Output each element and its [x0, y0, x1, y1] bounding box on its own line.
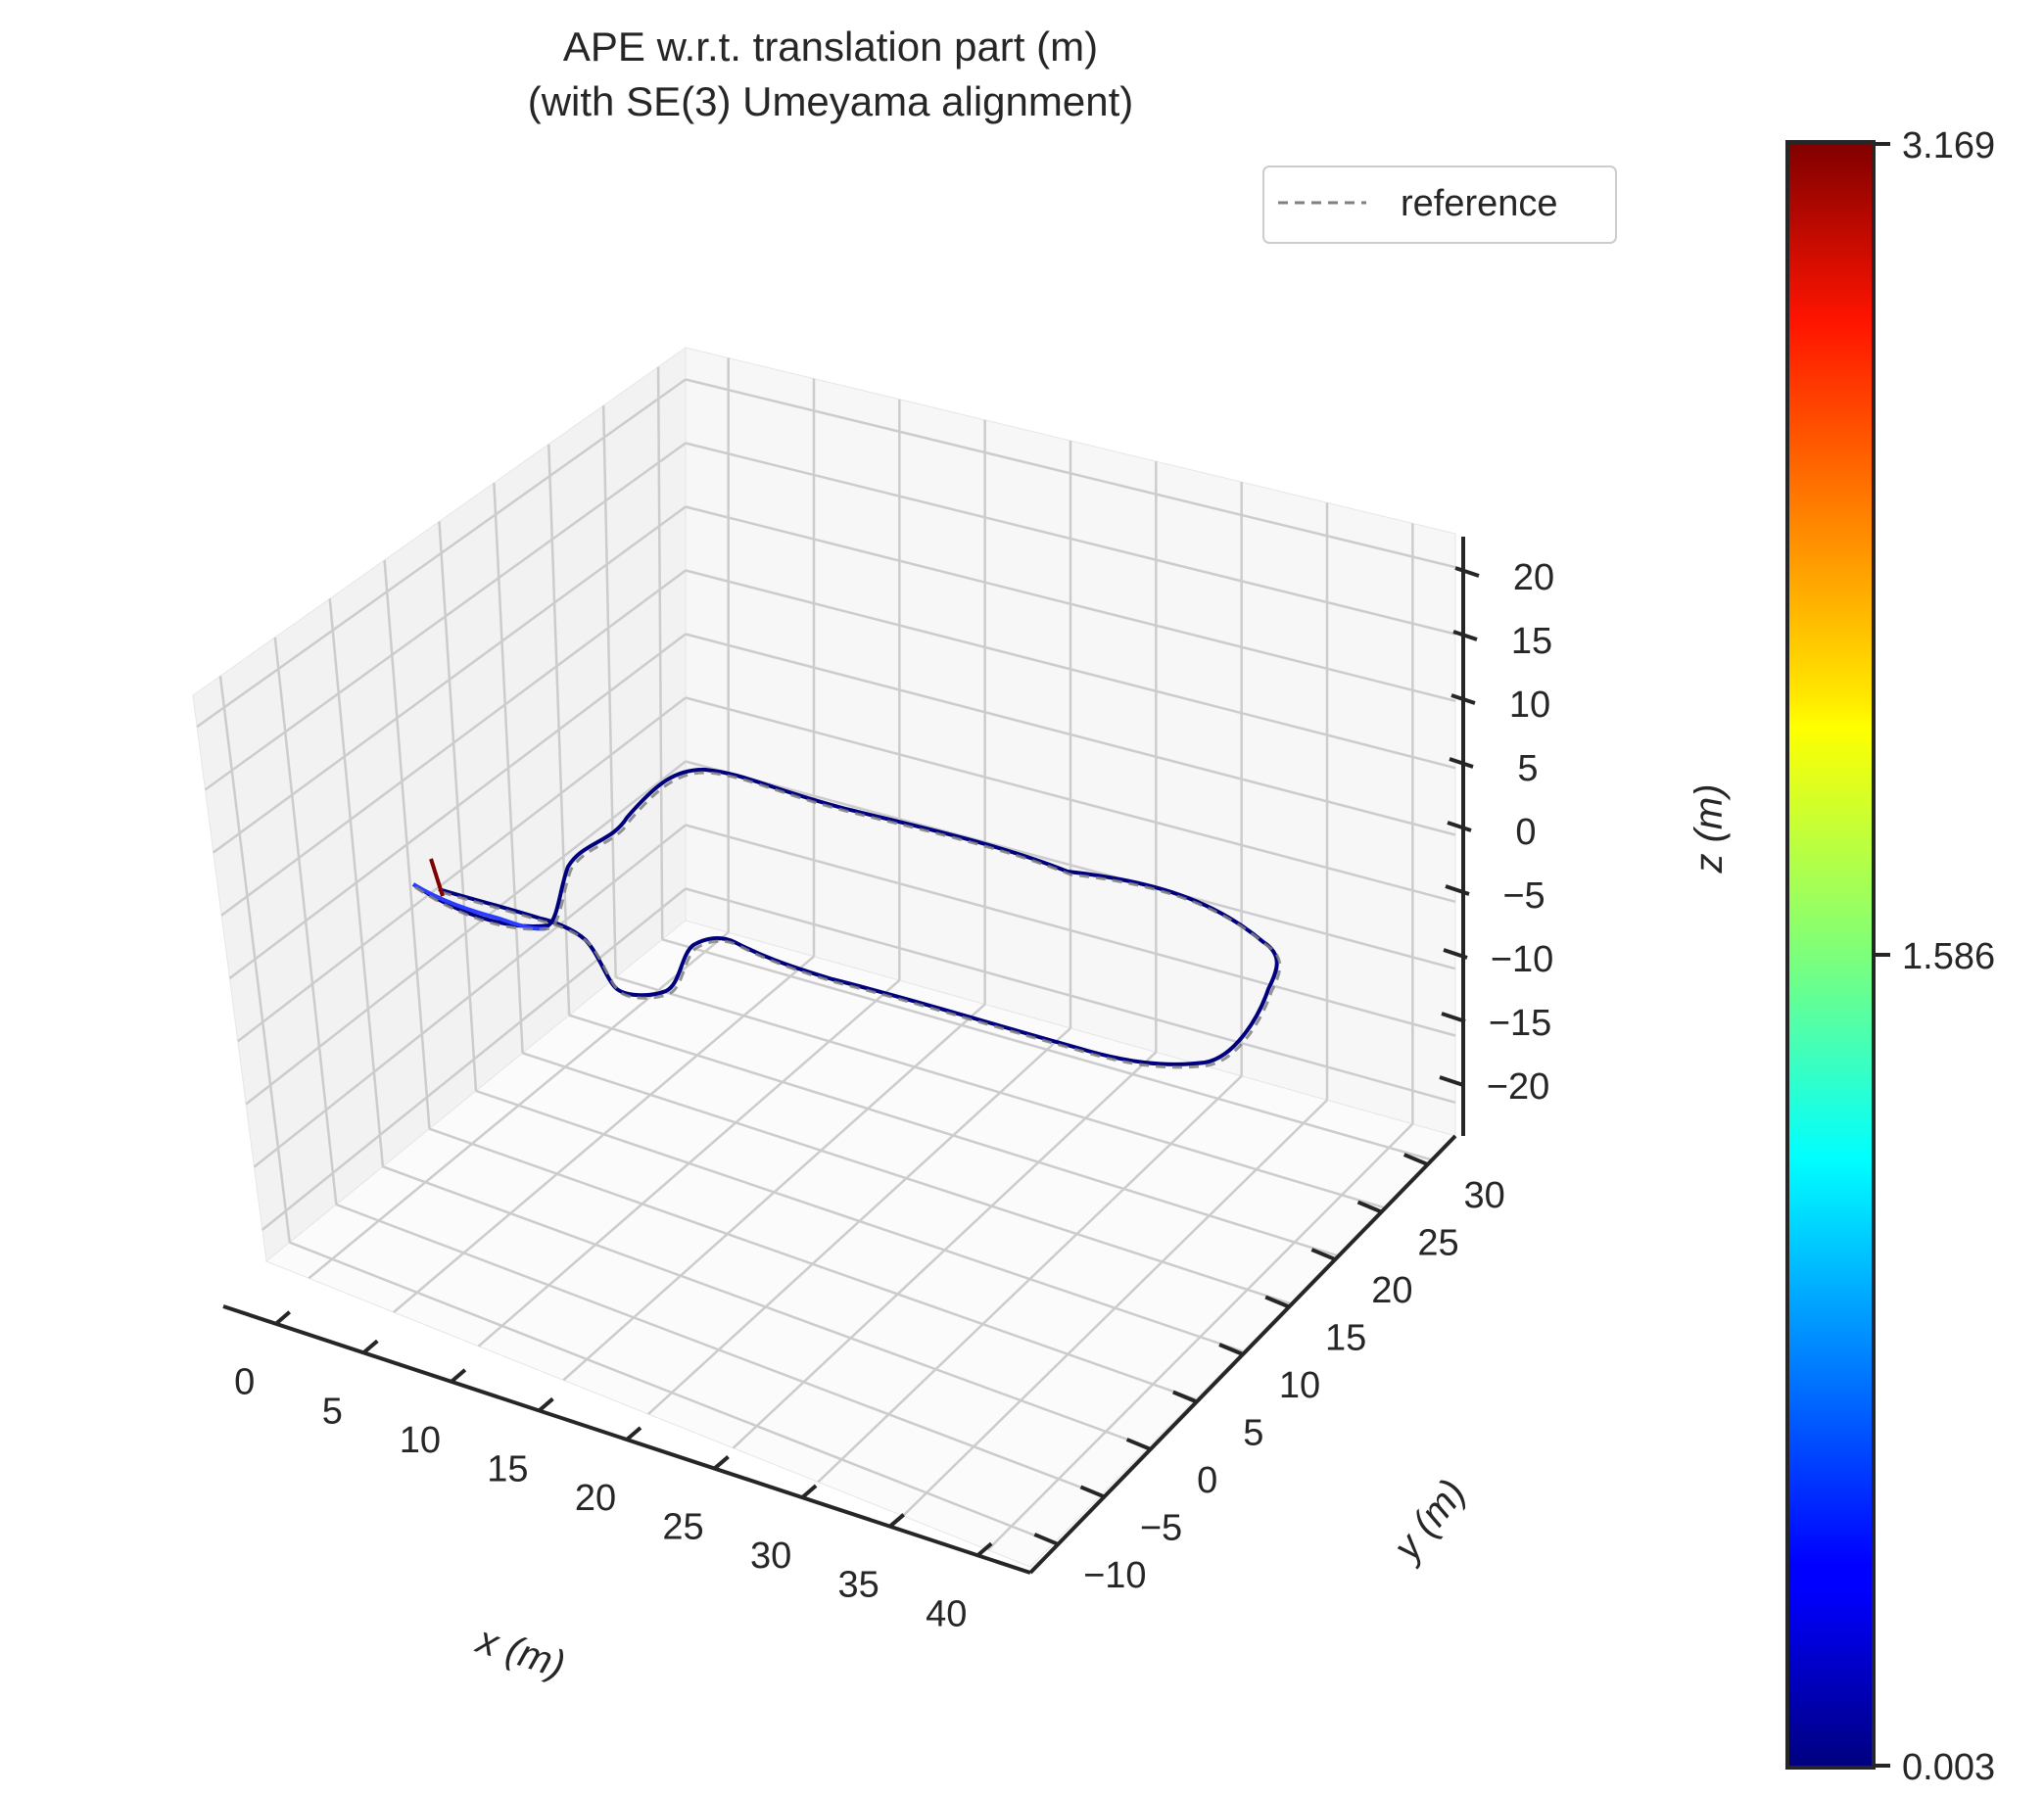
- grid-line-back-z: [685, 378, 1456, 569]
- chart-title-line2: (with SE(3) Umeyama alignment): [528, 78, 1134, 124]
- y-tick-mark: [1218, 1343, 1244, 1356]
- x-tick-mark: [274, 1310, 292, 1326]
- z-tick-label: −20: [1487, 1066, 1549, 1108]
- y-tick-label: 25: [1417, 1223, 1458, 1264]
- grid-line-floor-x: [986, 1122, 1414, 1551]
- x-tick-label: 15: [487, 1448, 528, 1489]
- grid-line-left-y: [656, 366, 664, 940]
- z-tick-mark: [1439, 1075, 1464, 1087]
- z-tick-mark: [1445, 884, 1470, 896]
- x-tick-mark: [538, 1396, 554, 1412]
- z-axis-ticks: 20 15 10 5 0 −5 −10 −15 −20: [1439, 557, 1554, 1108]
- grid-lines: [196, 357, 1456, 1551]
- x-tick-mark: [975, 1541, 993, 1557]
- x-axis-ticks: 0 5 10 15 20 25 30 35 40: [234, 1310, 993, 1634]
- z-tick-label: −5: [1502, 875, 1545, 917]
- z-tick-label: 10: [1509, 685, 1550, 726]
- trajectory-group: [411, 767, 1282, 1069]
- x-tick-label: 20: [575, 1478, 616, 1519]
- reference-trajectory: [414, 771, 1282, 1069]
- grid-line-floor-y: [615, 975, 1386, 1209]
- x-tick-label: 5: [322, 1391, 343, 1432]
- colorbar-tick-label: 1.586: [1902, 936, 1995, 977]
- z-axis-label: z (m): [1687, 783, 1731, 874]
- z-tick-mark: [1449, 757, 1474, 769]
- y-tick-mark: [1172, 1390, 1198, 1404]
- y-tick-mark: [1264, 1295, 1290, 1309]
- colorbar-tick-label: 3.169: [1902, 125, 1995, 166]
- y-tick-mark: [1033, 1533, 1060, 1546]
- y-tick-mark: [1125, 1438, 1152, 1451]
- x-tick-label: 0: [234, 1362, 255, 1403]
- x-tick-label: 30: [750, 1536, 791, 1577]
- chart-title-line1: APE w.r.t. translation part (m): [563, 24, 1098, 70]
- x-tick-label: 25: [662, 1507, 703, 1548]
- legend-box: [1262, 165, 1617, 244]
- y-tick-label: 20: [1371, 1270, 1412, 1311]
- colorbar: 3.169 1.586 0.003: [1785, 125, 1995, 1788]
- z-tick-mark: [1452, 630, 1478, 641]
- y-tick-mark: [1310, 1248, 1337, 1261]
- grid-line-left-z: [196, 378, 687, 729]
- grid-line-floor-y: [661, 938, 1433, 1161]
- z-tick-label: −10: [1491, 939, 1553, 980]
- y-tick-mark: [1356, 1200, 1383, 1214]
- y-tick-label: 0: [1197, 1460, 1217, 1501]
- trajectory-start-segment: [411, 882, 547, 931]
- grid-line-left-z: [204, 442, 687, 791]
- z-tick-mark: [1450, 693, 1476, 705]
- y-tick-mark: [1079, 1485, 1106, 1499]
- y-tick-label: 10: [1279, 1365, 1320, 1406]
- y-tick-mark: [1402, 1153, 1429, 1166]
- trajectory-outlier-segment: [429, 858, 445, 897]
- z-tick-label: 15: [1511, 621, 1552, 662]
- x-tick-label: 40: [926, 1593, 967, 1634]
- colorbar-gradient: [1785, 140, 1876, 1770]
- x-tick-mark: [625, 1426, 642, 1442]
- colorbar-ticks: 3.169 1.586 0.003: [1874, 125, 1995, 1788]
- z-tick-mark: [1441, 1012, 1466, 1023]
- x-tick-mark: [800, 1484, 818, 1499]
- x-tick-mark: [713, 1455, 730, 1471]
- y-axis-label: y (m): [1384, 1472, 1475, 1571]
- x-tick-mark: [888, 1513, 905, 1529]
- x-tick-label: 35: [838, 1565, 879, 1606]
- z-tick-mark: [1443, 948, 1468, 960]
- x-tick-mark: [450, 1368, 467, 1384]
- y-tick-label: 5: [1243, 1412, 1263, 1453]
- z-tick-label: 0: [1515, 812, 1536, 853]
- colorbar-tick-label: 0.003: [1902, 1747, 1995, 1788]
- trajectory-estimate: [411, 767, 1279, 1066]
- z-tick-label: 5: [1517, 748, 1538, 789]
- legend-reference-label: reference: [1401, 183, 1558, 224]
- y-tick-label: 15: [1325, 1318, 1366, 1359]
- z-tick-label: 20: [1513, 557, 1554, 598]
- z-tick-label: −15: [1489, 1003, 1551, 1044]
- y-tick-label: −10: [1083, 1555, 1146, 1596]
- z-tick-mark: [1454, 566, 1480, 578]
- y-tick-label: −5: [1140, 1507, 1182, 1548]
- legend: reference: [1262, 165, 1617, 244]
- y-tick-label: 30: [1464, 1175, 1505, 1216]
- x-axis-label: x (m): [470, 1618, 570, 1687]
- x-tick-mark: [362, 1339, 379, 1354]
- grid-line-back-z: [685, 442, 1456, 636]
- x-tick-label: 10: [400, 1420, 441, 1461]
- z-tick-mark: [1447, 821, 1472, 832]
